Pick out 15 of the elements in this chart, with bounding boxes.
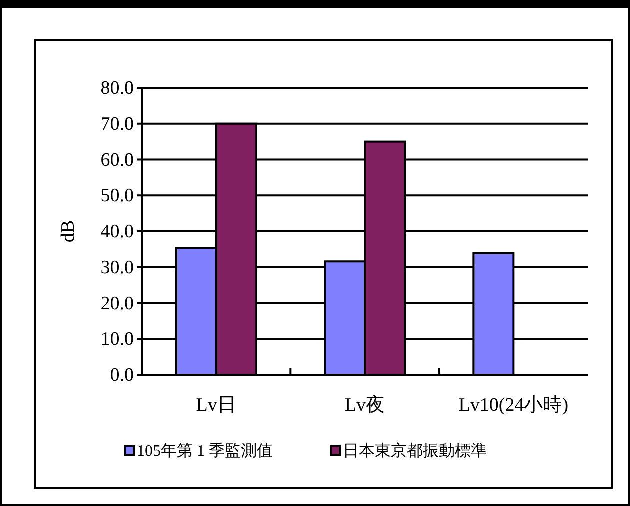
y-tick-label: 0.0 [110, 365, 134, 386]
legend-label: 105年第 1 季監測值 [137, 442, 273, 460]
x-tick-label: Lv日 [196, 395, 236, 416]
y-tick-label: 70.0 [100, 114, 134, 135]
x-tick-label: Lv夜 [344, 394, 386, 416]
y-tick-label: 60.0 [100, 150, 134, 171]
y-axis-title: dB [58, 220, 79, 243]
y-tick-label: 10.0 [100, 329, 134, 350]
legend-label: 日本東京都振動標準 [343, 442, 487, 460]
y-tick-label: 30.0 [100, 257, 134, 278]
y-tick-label: 20.0 [100, 293, 134, 314]
y-tick-label: 40.0 [100, 222, 134, 242]
y-tick-label: 50.0 [100, 186, 134, 207]
x-tick-label: Lv10(24小時) [458, 395, 569, 416]
y-tick-label: 80.0 [100, 78, 134, 99]
